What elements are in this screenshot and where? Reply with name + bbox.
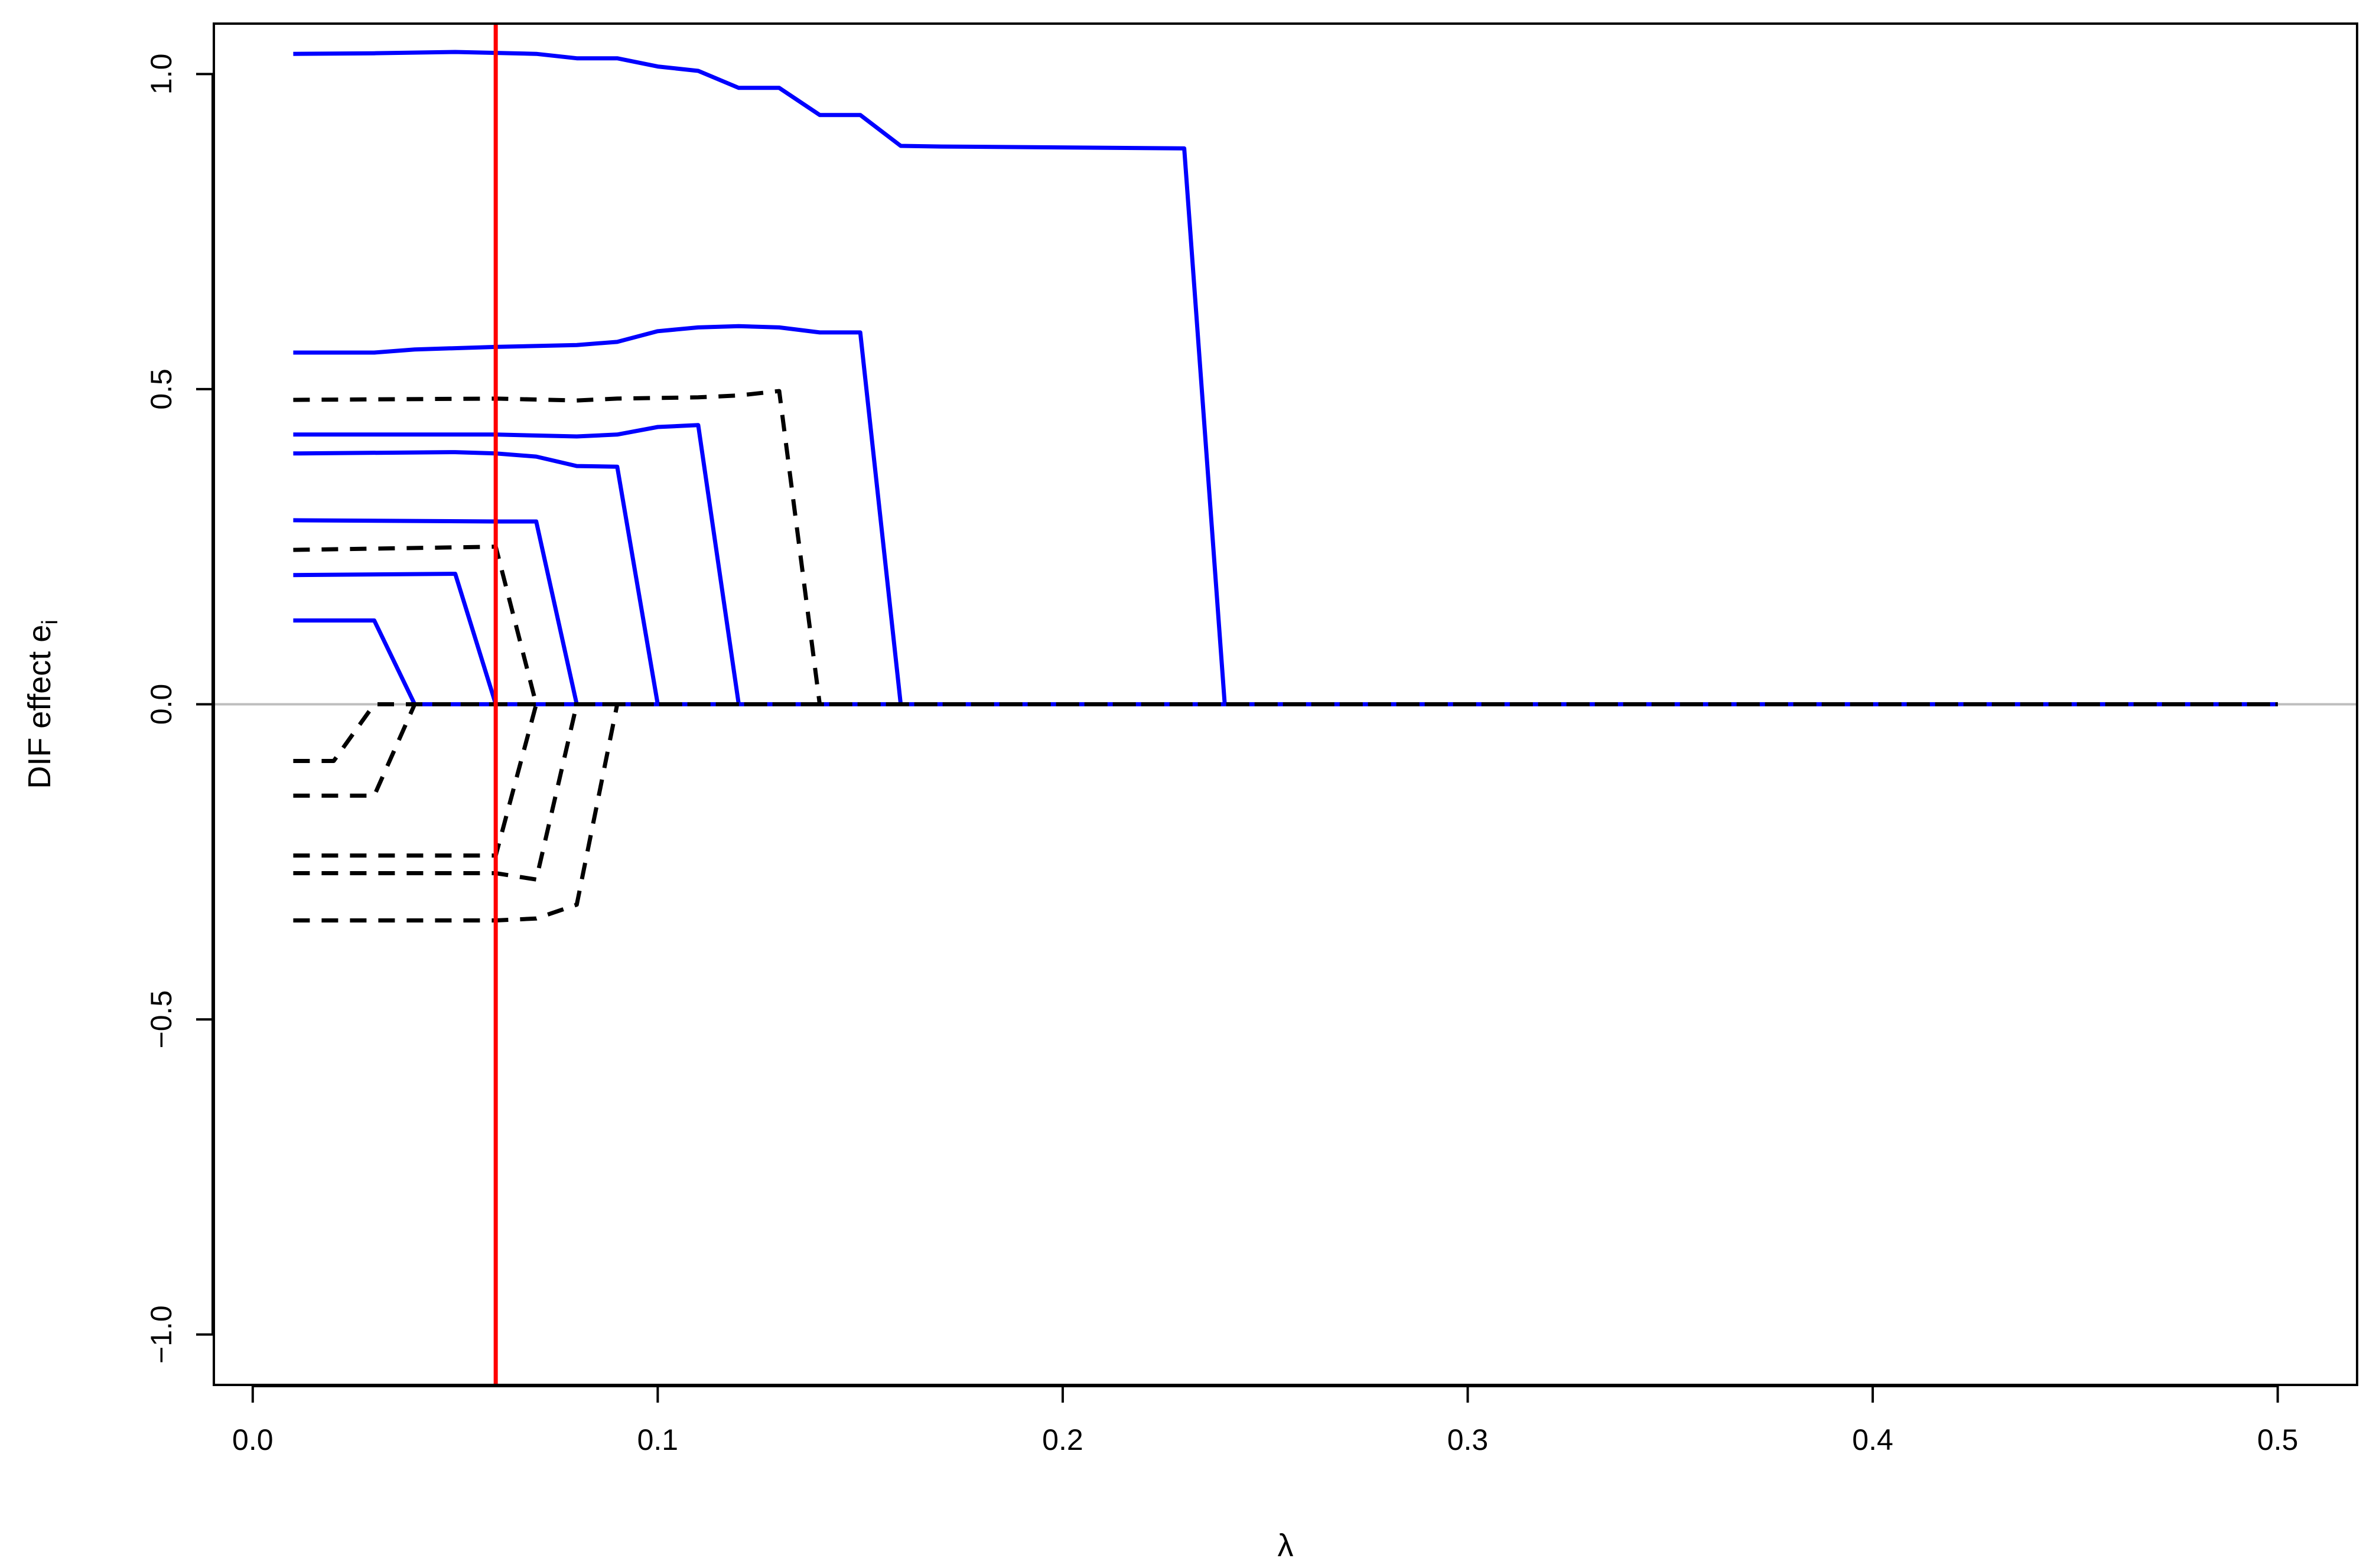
- x-axis-label: λ: [1278, 1528, 1294, 1563]
- x-tick-label: 0.3: [1447, 1423, 1489, 1456]
- y-axis-label-main: DIF effect e: [22, 625, 57, 789]
- series-line-4: [293, 423, 2278, 706]
- series-line-12: [293, 702, 2278, 858]
- x-tick-label: 0.5: [2257, 1423, 2299, 1456]
- x-tick-label: 0.4: [1852, 1423, 1893, 1456]
- y-axis-label-subscript: i: [38, 620, 63, 624]
- x-axis: 0.0 0.1 0.2 0.3 0.4 0.5: [232, 1385, 2298, 1456]
- x-tick-label: 0.2: [1042, 1423, 1083, 1456]
- y-tick-label: −1.0: [145, 1305, 178, 1364]
- series-line-6: [293, 518, 2278, 706]
- y-tick-label: −0.5: [145, 990, 178, 1049]
- y-tick-label: 0.0: [145, 684, 178, 725]
- y-axis: −1.0 −0.5 0.0 0.5 1.0: [145, 54, 214, 1364]
- x-tick-label: 0.0: [232, 1423, 274, 1456]
- x-tick-label: 0.1: [637, 1423, 679, 1456]
- series-line-14: [293, 702, 2278, 922]
- series-line-9: [293, 618, 2278, 706]
- series-line-7: [293, 545, 2278, 706]
- series-line-11: [293, 702, 2278, 798]
- y-axis-label: DIF effect ei: [22, 620, 63, 789]
- series-line-5: [293, 450, 2278, 706]
- series-line-13: [293, 702, 2278, 882]
- series-line-10: [293, 702, 2278, 763]
- series-line-2: [293, 324, 2278, 706]
- series-group: [293, 50, 2278, 922]
- series-line-3: [293, 389, 2278, 706]
- series-line-8: [293, 572, 2278, 706]
- series-line-1: [293, 50, 2278, 706]
- y-tick-label: 1.0: [145, 54, 178, 95]
- y-tick-label: 0.5: [145, 369, 178, 410]
